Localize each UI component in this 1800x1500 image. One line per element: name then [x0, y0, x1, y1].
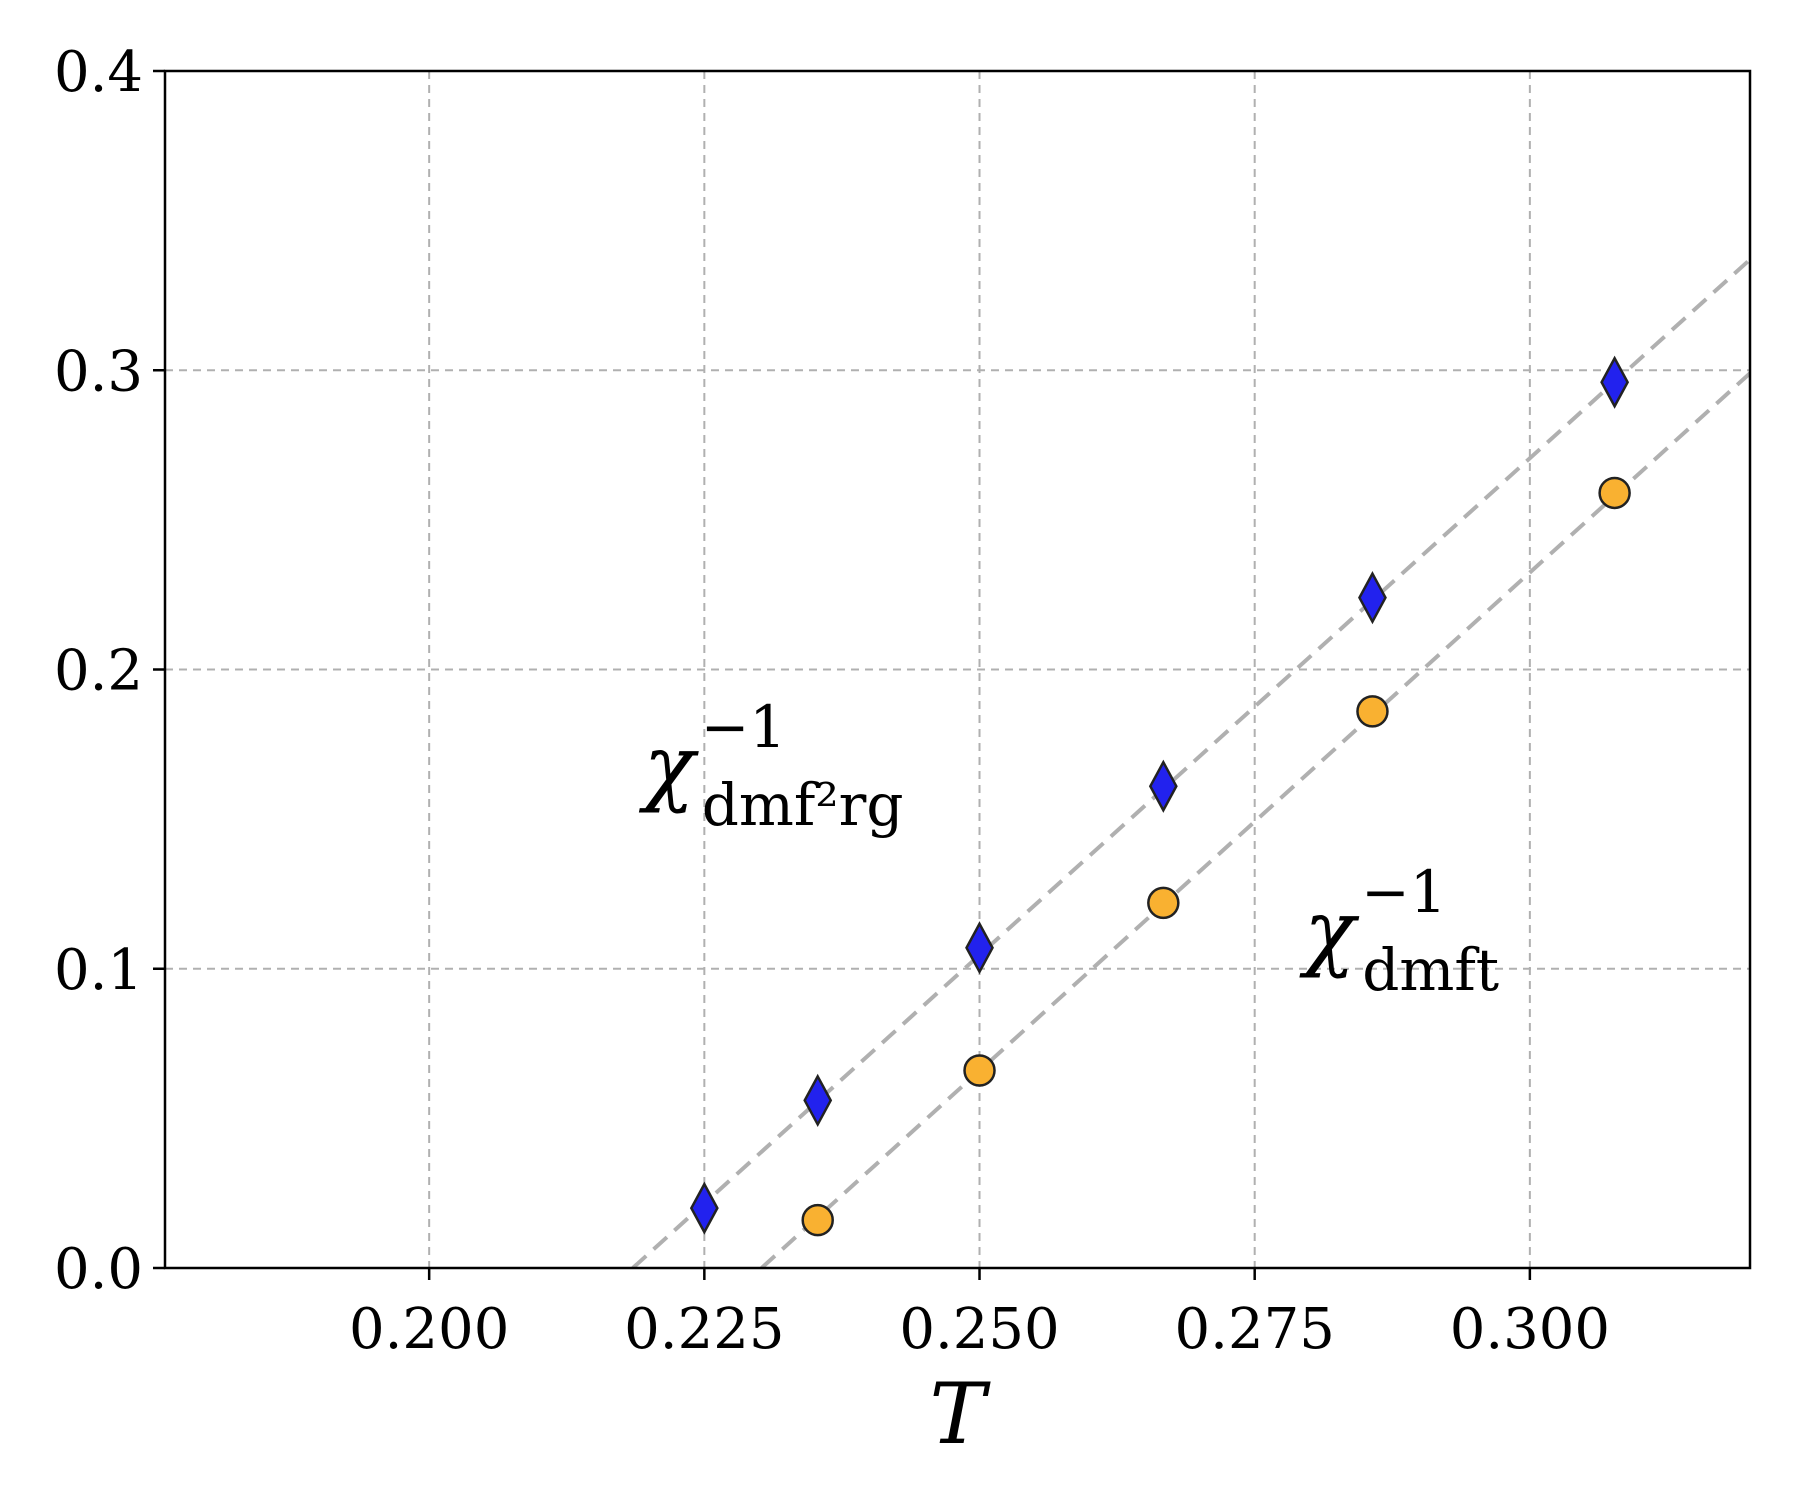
- x-axis-title: T: [929, 1365, 991, 1463]
- y-tick-label: 0.2: [54, 639, 143, 704]
- fit-lines: [631, 258, 1750, 1268]
- circle-point-1-4: [1598, 476, 1631, 510]
- circle-point-1-3: [1356, 695, 1389, 728]
- diamond-point-0-5: [1600, 355, 1630, 409]
- annotation-1: χ −1 dmft: [1299, 858, 1499, 1004]
- annotation-0: χ −1 dmf²rg: [639, 693, 904, 839]
- circle-point-1-2: [1147, 886, 1180, 920]
- y-tick-label: 0.3: [54, 339, 143, 404]
- y-tick-label: 0.1: [54, 938, 143, 1003]
- diamond-point-0-0: [689, 1181, 719, 1235]
- y-tick-label: 0.0: [54, 1237, 143, 1302]
- circle-point-1-0: [801, 1203, 834, 1237]
- x-tick-label: 0.300: [1450, 1297, 1610, 1362]
- x-tick-label: 0.275: [1175, 1297, 1335, 1362]
- axis-ticks: 0.200 0.225 0.250 0.275 0.300 0.0 0.1 0.2 0.3 0.4: [54, 40, 1610, 1362]
- y-tick-label: 0.4: [54, 40, 143, 105]
- annotations: χ −1 dmf²rg χ −1 dmft: [639, 693, 1499, 1004]
- circle-point-1-1: [963, 1054, 996, 1087]
- x-tick-label: 0.200: [349, 1297, 509, 1362]
- x-tick-label: 0.225: [624, 1297, 784, 1362]
- diamond-point-0-1: [803, 1073, 833, 1128]
- x-tick-label: 0.250: [899, 1297, 1059, 1362]
- fit-line-1: [760, 371, 1750, 1268]
- data-points: [689, 355, 1631, 1237]
- diamond-point-0-4: [1358, 571, 1387, 625]
- diamond-point-0-3: [1148, 759, 1178, 813]
- fit-line-0: [631, 258, 1750, 1268]
- diamond-point-0-2: [965, 921, 994, 975]
